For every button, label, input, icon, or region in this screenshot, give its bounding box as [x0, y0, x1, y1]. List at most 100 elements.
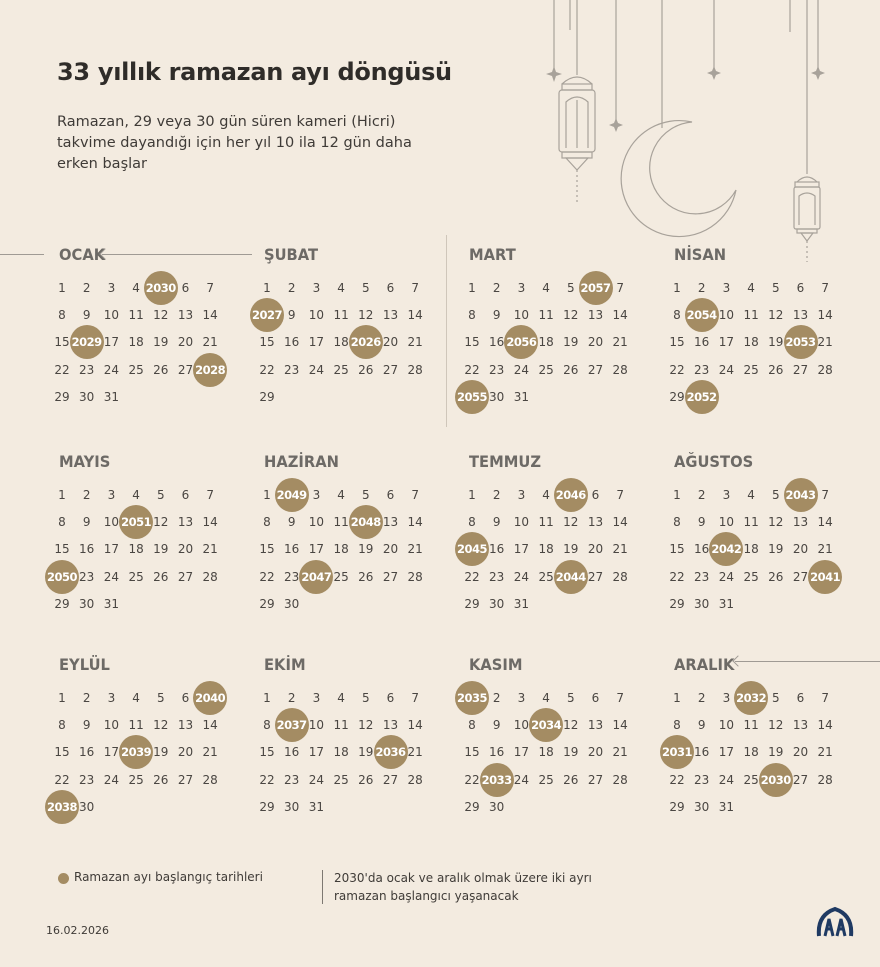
day-number: 25 [743, 569, 759, 584]
day-number: 29 [464, 799, 480, 814]
day-number: 14 [612, 515, 628, 530]
day-number: 24 [308, 772, 325, 787]
month-2: MART 1 2 3 4 5 2057 7 8 9 10 11 12 13 14 15 16 2056 18 19 20… [455, 245, 657, 425]
day-number: 8 [468, 718, 476, 733]
day-number: 23 [284, 772, 300, 787]
month-name: AĞUSTOS [674, 452, 754, 471]
day-number: 11 [128, 308, 144, 323]
day-number: 30 [284, 799, 300, 814]
month-11: ARALIK 1 2 3 2032 5 6 7 8 9 10 11 12 13 14 2031 16 17 18 19… [660, 655, 862, 835]
day-number: 30 [284, 596, 300, 611]
day-number: 12 [358, 718, 374, 733]
ramadan-start-badge: 2039 [119, 735, 154, 770]
day-number: 27 [382, 362, 399, 377]
day-number: 25 [743, 362, 759, 377]
day-number: 12 [563, 718, 579, 733]
day-number: 27 [382, 772, 399, 787]
day-number: 24 [103, 362, 120, 377]
day-number: 22 [259, 772, 275, 787]
month-8: EYLÜL 1 2 3 4 5 6 2040 8 9 10 11 12 13 14 15 16 17 2039 19 2… [45, 655, 247, 835]
month-4: MAYIS 1 2 3 4 5 6 7 8 9 10 2051 12 13 14 15 16 17 18 19 20 21… [45, 452, 247, 632]
month-6: TEMMUZ 1 2 3 4 2046 6 7 8 9 10 11 12 13 14 2045 16 17 18 19… [455, 452, 657, 632]
day-number: 17 [308, 542, 325, 557]
ramadan-start-badge: 2050 [45, 559, 79, 594]
day-number: 20 [587, 335, 604, 350]
day-number: 23 [694, 772, 710, 787]
day-number: 8 [468, 515, 476, 530]
day-number: 16 [489, 335, 505, 350]
day-number: 31 [308, 799, 325, 814]
day-number: 12 [153, 718, 169, 733]
day-number: 13 [587, 515, 604, 530]
day-number: 22 [669, 772, 685, 787]
day-number: 15 [54, 745, 70, 760]
day-number: 26 [358, 569, 374, 584]
day-number: 17 [308, 335, 325, 350]
day-number: 3 [517, 488, 526, 502]
day-number: 11 [333, 308, 349, 323]
day-number: 24 [513, 569, 530, 584]
left-edge-line [0, 254, 44, 255]
day-number: 19 [768, 542, 784, 557]
day-number: 4 [337, 691, 345, 705]
day-number: 17 [718, 335, 735, 350]
day-number: 27 [177, 569, 194, 584]
ocak-arrow-icon [99, 248, 252, 260]
day-number: 7 [616, 488, 624, 502]
day-number: 14 [202, 718, 218, 733]
day-number: 14 [202, 515, 218, 530]
day-number: 3 [312, 691, 321, 705]
ramadan-start-badge: 2044 [553, 559, 588, 594]
day-number: 6 [591, 691, 600, 705]
day-number: 10 [103, 515, 120, 530]
day-number: 4 [542, 488, 550, 502]
day-number: 21 [612, 745, 628, 760]
day-number: 16 [694, 335, 710, 350]
day-number: 29 [464, 596, 480, 611]
day-number: 14 [612, 718, 628, 733]
day-number: 20 [382, 335, 399, 350]
day-number: 18 [538, 542, 554, 557]
day-number: 8 [468, 308, 476, 323]
ramadan-start-badge: 2027 [250, 298, 284, 333]
day-number: 23 [694, 362, 710, 377]
day-number: 22 [54, 362, 70, 377]
month-name: MART [469, 245, 516, 264]
day-number: 17 [513, 542, 530, 557]
month-name: EKİM [264, 655, 306, 674]
day-number: 15 [669, 335, 685, 350]
day-number: 3 [722, 488, 731, 502]
day-number: 12 [358, 308, 374, 323]
day-number: 29 [669, 799, 685, 814]
day-number: 4 [337, 488, 345, 502]
note-text: 2030'da ocak ve aralık olmak üzere iki a… [334, 871, 592, 903]
day-number: 14 [612, 308, 628, 323]
day-number: 13 [587, 718, 604, 733]
day-number: 6 [796, 691, 805, 705]
day-number: 4 [337, 281, 345, 295]
day-number: 19 [768, 335, 784, 350]
ramadan-start-badge: 2034 [529, 708, 564, 743]
day-number: 2 [492, 488, 501, 502]
day-number: 26 [358, 362, 374, 377]
day-number: 2 [697, 488, 706, 502]
month-name: ŞUBAT [264, 245, 319, 264]
day-number: 12 [153, 515, 169, 530]
day-number: 3 [517, 691, 526, 705]
day-number: 26 [768, 569, 784, 584]
day-number: 16 [694, 542, 710, 557]
ramadan-start-badge: 2042 [709, 532, 744, 567]
month-10: KASIM 2035 2 3 4 5 6 7 8 9 10 2034 12 13 14 15 16 17 18 19 2… [455, 655, 657, 835]
day-number: 25 [333, 569, 349, 584]
day-number: 12 [768, 515, 784, 530]
day-number: 20 [177, 542, 194, 557]
day-number: 28 [612, 569, 628, 584]
day-number: 21 [817, 745, 833, 760]
day-number: 11 [128, 718, 144, 733]
ramadan-start-badge: 2040 [193, 681, 228, 715]
aralik-arrow-icon [732, 655, 880, 667]
day-number: 7 [821, 281, 829, 295]
day-number: 24 [513, 362, 530, 377]
aa-logo-icon [816, 906, 854, 937]
day-number: 21 [202, 745, 218, 760]
